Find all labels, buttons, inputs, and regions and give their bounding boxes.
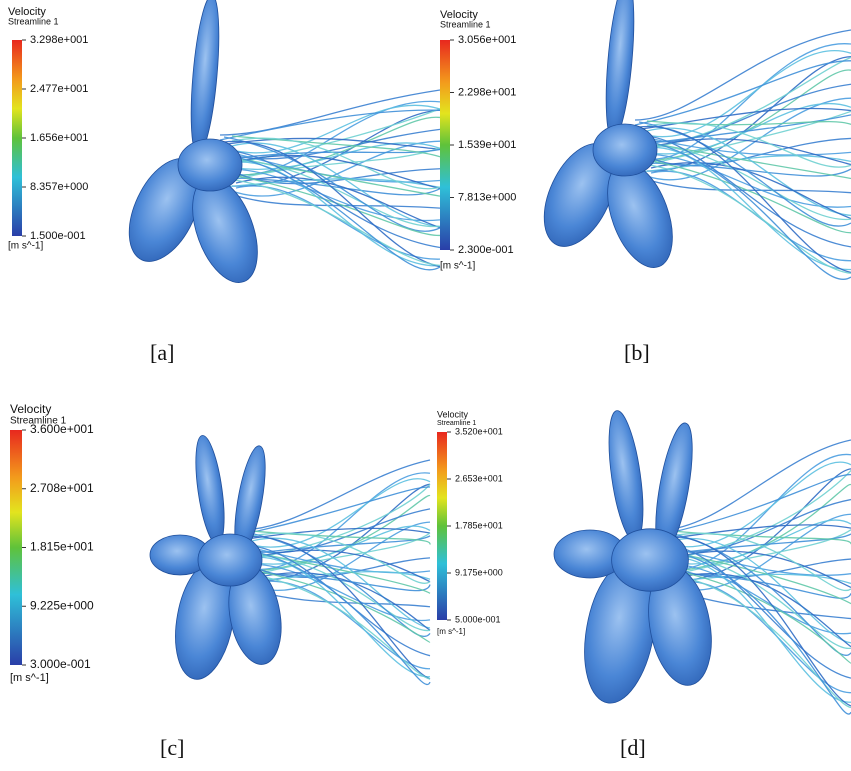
legend-tick-label: 1.539e+001 <box>458 139 516 151</box>
propeller-hub <box>198 534 262 586</box>
legend-tick-label: 2.653e+001 <box>455 473 503 483</box>
panel-caption: [b] <box>624 340 650 365</box>
legend-tick-label: 7.813e+000 <box>458 191 516 203</box>
color-bar <box>437 432 447 620</box>
legend-tick-label: 3.298e+001 <box>30 34 88 46</box>
streamline <box>639 122 851 226</box>
propeller-hub <box>178 139 242 191</box>
streamline <box>248 550 430 581</box>
color-bar <box>440 40 450 250</box>
legend-tick-label: 9.225e+000 <box>30 598 94 612</box>
legend-title: Velocity <box>437 409 469 419</box>
propeller-blade <box>601 0 639 141</box>
legend-tick-label: 3.000e-001 <box>30 657 91 671</box>
figure: Velocity Streamline 1 3.298e+001 2.477e+001… <box>0 0 851 771</box>
legend-unit: [m s^-1] <box>10 672 49 684</box>
legend-title: Velocity <box>10 402 51 416</box>
legend-subtitle: Streamline 1 <box>440 19 491 29</box>
legend-tick-label: 2.298e+001 <box>458 86 516 98</box>
legend-subtitle: Streamline 1 <box>8 16 59 26</box>
color-bar <box>12 40 22 236</box>
color-bar <box>10 430 22 665</box>
legend-unit: [m s^-1] <box>440 261 475 272</box>
propeller-hub <box>612 529 689 591</box>
legend-tick-label: 8.357e+000 <box>30 181 88 193</box>
streamline <box>664 485 851 572</box>
propeller-blade <box>190 434 229 546</box>
panel-caption: [c] <box>160 735 184 760</box>
streamline <box>651 171 851 260</box>
streamline <box>643 154 851 207</box>
panel: VelocityStreamline 13.056e+0012.298e+001… <box>440 0 851 365</box>
legend-tick-label: 3.056e+001 <box>458 34 516 46</box>
legend-tick-label: 9.175e+000 <box>455 567 503 577</box>
streamline <box>643 164 851 273</box>
legend-tick-label: 3.600e+001 <box>30 422 94 436</box>
legend-tick-label: 1.785e+001 <box>455 520 503 530</box>
legend-tick-label: 1.656e+001 <box>30 132 88 144</box>
streamline <box>220 90 440 135</box>
propeller-hub <box>593 124 657 176</box>
panel-caption: [d] <box>620 735 646 760</box>
propeller-blade <box>603 409 650 544</box>
legend-tick-label: 5.000e-001 <box>455 614 501 624</box>
panel-caption: [a] <box>150 340 174 365</box>
legend-unit: [m s^-1] <box>437 627 465 636</box>
legend-tick-label: 2.477e+001 <box>30 83 88 95</box>
legend-tick-label: 2.300e-001 <box>458 244 514 256</box>
legend-unit: [m s^-1] <box>8 241 43 252</box>
propeller-blade <box>186 0 224 156</box>
streamline <box>240 460 430 530</box>
legend-tick-label: 2.708e+001 <box>30 481 94 495</box>
streamline <box>635 61 851 125</box>
legend-tick-label: 3.520e+001 <box>455 426 503 436</box>
legend-tick-label: 1.815e+001 <box>30 540 94 554</box>
streamline <box>224 117 440 177</box>
